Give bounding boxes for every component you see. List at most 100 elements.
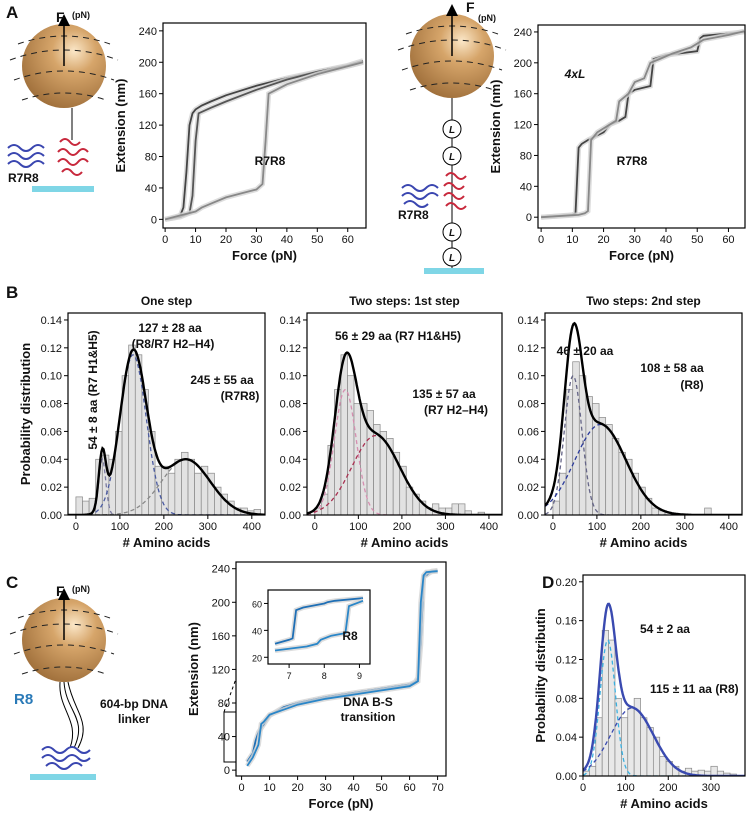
- histogram-bar: [627, 707, 635, 776]
- histogram-bar: [477, 511, 485, 515]
- x-axis-label: Force (pN): [232, 248, 297, 263]
- x-tick-label: 60: [403, 782, 415, 794]
- x-tick-label: 0: [538, 234, 544, 246]
- y-tick-label: 0.02: [518, 482, 539, 494]
- x-axis-label: # Amino acids: [123, 535, 211, 550]
- y-tick-label: 0.12: [556, 654, 577, 666]
- plot-background: [538, 25, 745, 228]
- illustration-c: F (pN) R8 604-bp DNA linker: [9, 583, 413, 780]
- annotation: R8: [342, 629, 358, 643]
- y-tick-label: 240: [514, 27, 532, 39]
- illustration-a1: F (pN) R7R8: [7, 9, 119, 192]
- y-tick-label: 120: [514, 120, 532, 132]
- y-tick-label: 0.00: [280, 510, 301, 522]
- plot-frame: [162, 22, 367, 229]
- linker-label: L: [449, 152, 455, 163]
- annotation: R7R8: [255, 154, 286, 168]
- histogram-bar: [75, 496, 83, 515]
- annotation: 54 ± 8 aa (R7 H1&H5): [86, 330, 100, 449]
- force-unit: (pN): [478, 13, 496, 23]
- histogram-bar: [373, 424, 381, 515]
- force-label: F: [56, 583, 65, 599]
- panel-label: D: [542, 573, 554, 592]
- y-tick-label: 0.16: [556, 616, 577, 628]
- chart: 7 8 9 20 40 60 R8: [252, 589, 371, 681]
- histogram-bar: [572, 361, 580, 515]
- x-tick-label: 20: [597, 234, 609, 246]
- fit-total: [545, 321, 742, 515]
- y-tick-label: 0.00: [556, 771, 577, 783]
- histogram-bar: [128, 344, 136, 515]
- y-tick-label: 0.04: [556, 732, 577, 744]
- x-tick-label: 200: [393, 521, 411, 533]
- y-tick-label: 0.10: [280, 371, 301, 383]
- x-tick-label: 0: [550, 521, 556, 533]
- annotation: 245 ± 55 aa: [190, 373, 254, 387]
- plot-frame: [582, 574, 746, 777]
- x-tick-label: 400: [480, 521, 498, 533]
- y-axis-label: Extension (nm): [488, 80, 503, 174]
- x-tick-label: 100: [349, 521, 367, 533]
- chart: 0 100 200 300 400 0.00 0.02 0.04 0.06 0.08 0.10 0.1…: [280, 294, 503, 550]
- plot-area: [274, 595, 364, 653]
- plot-area: [68, 344, 265, 515]
- plot-frame: [67, 312, 266, 516]
- y-tick-label: 0.14: [518, 315, 539, 327]
- histogram-bar: [194, 472, 202, 515]
- x-tick-label: 30: [629, 234, 641, 246]
- trace: [541, 30, 745, 219]
- y-tick-label: 0.06: [518, 426, 539, 438]
- y-tick-label: 20: [252, 653, 262, 663]
- fit-total: [583, 602, 745, 776]
- annotation: DNA B-S: [343, 695, 393, 709]
- histogram-bar: [174, 458, 182, 515]
- y-axis-label: Extension (nm): [113, 79, 128, 173]
- x-axis-label: # Amino acids: [361, 535, 449, 550]
- y-axis-label: Probability distributin: [533, 608, 548, 742]
- y-tick-label: 0.12: [280, 343, 301, 355]
- annotation: (R8/R7 H2–H4): [132, 337, 215, 351]
- y-tick-label: 0.04: [518, 454, 539, 466]
- trace: [246, 570, 438, 767]
- x-tick-label: 100: [616, 782, 634, 794]
- histogram-bar: [611, 438, 620, 515]
- plot-area: [164, 58, 364, 222]
- protein-label: R7R8: [398, 208, 429, 222]
- chart: 0 100 200 300 0.00 0.04 0.08 0.12 0.16 0.20 # Amin…: [533, 574, 746, 811]
- y-tick-label: 160: [514, 89, 532, 101]
- y-tick-label: 0.20: [556, 577, 577, 589]
- annotation: (R7R8): [221, 389, 260, 403]
- x-axis-label: # Amino acids: [620, 796, 708, 811]
- fit-component: [68, 354, 265, 515]
- y-tick-label: 0.08: [518, 399, 539, 411]
- x-tick-label: 300: [702, 782, 720, 794]
- histogram-bar: [640, 717, 648, 776]
- y-tick-label: 80: [145, 152, 157, 164]
- y-tick-label: 0.14: [280, 315, 301, 327]
- y-tick-label: 80: [218, 698, 230, 710]
- fit-component: [68, 458, 265, 515]
- y-tick-label: 0.06: [280, 426, 301, 438]
- y-axis-label: Extension (nm): [186, 622, 201, 716]
- y-tick-label: 40: [520, 181, 532, 193]
- x-tick-label: 20: [220, 234, 232, 246]
- y-tick-label: 0.00: [518, 510, 539, 522]
- y-tick-label: 80: [520, 150, 532, 162]
- chart: 0 100 200 300 400 0.00 0.02 0.04 0.06 0.08 0.10 0.1…: [518, 294, 743, 550]
- y-tick-label: 240: [139, 26, 157, 38]
- histogram-bar: [651, 507, 659, 515]
- plot-area: [583, 602, 745, 776]
- x-tick-label: 10: [566, 234, 578, 246]
- annotation: 56 ± 29 aa (R7 H1&H5): [335, 329, 461, 343]
- x-tick-label: 7: [287, 671, 292, 681]
- force-unit: (pN): [72, 584, 90, 594]
- protein-label: R7R8: [8, 171, 39, 185]
- y-tick-label: 0.08: [280, 399, 301, 411]
- y-tick-label: 120: [139, 120, 157, 132]
- x-tick-label: 70: [431, 782, 443, 794]
- histogram-bar: [589, 765, 597, 776]
- force-label: F: [466, 0, 475, 15]
- fit-total: [307, 351, 502, 515]
- x-tick-label: 8: [322, 671, 327, 681]
